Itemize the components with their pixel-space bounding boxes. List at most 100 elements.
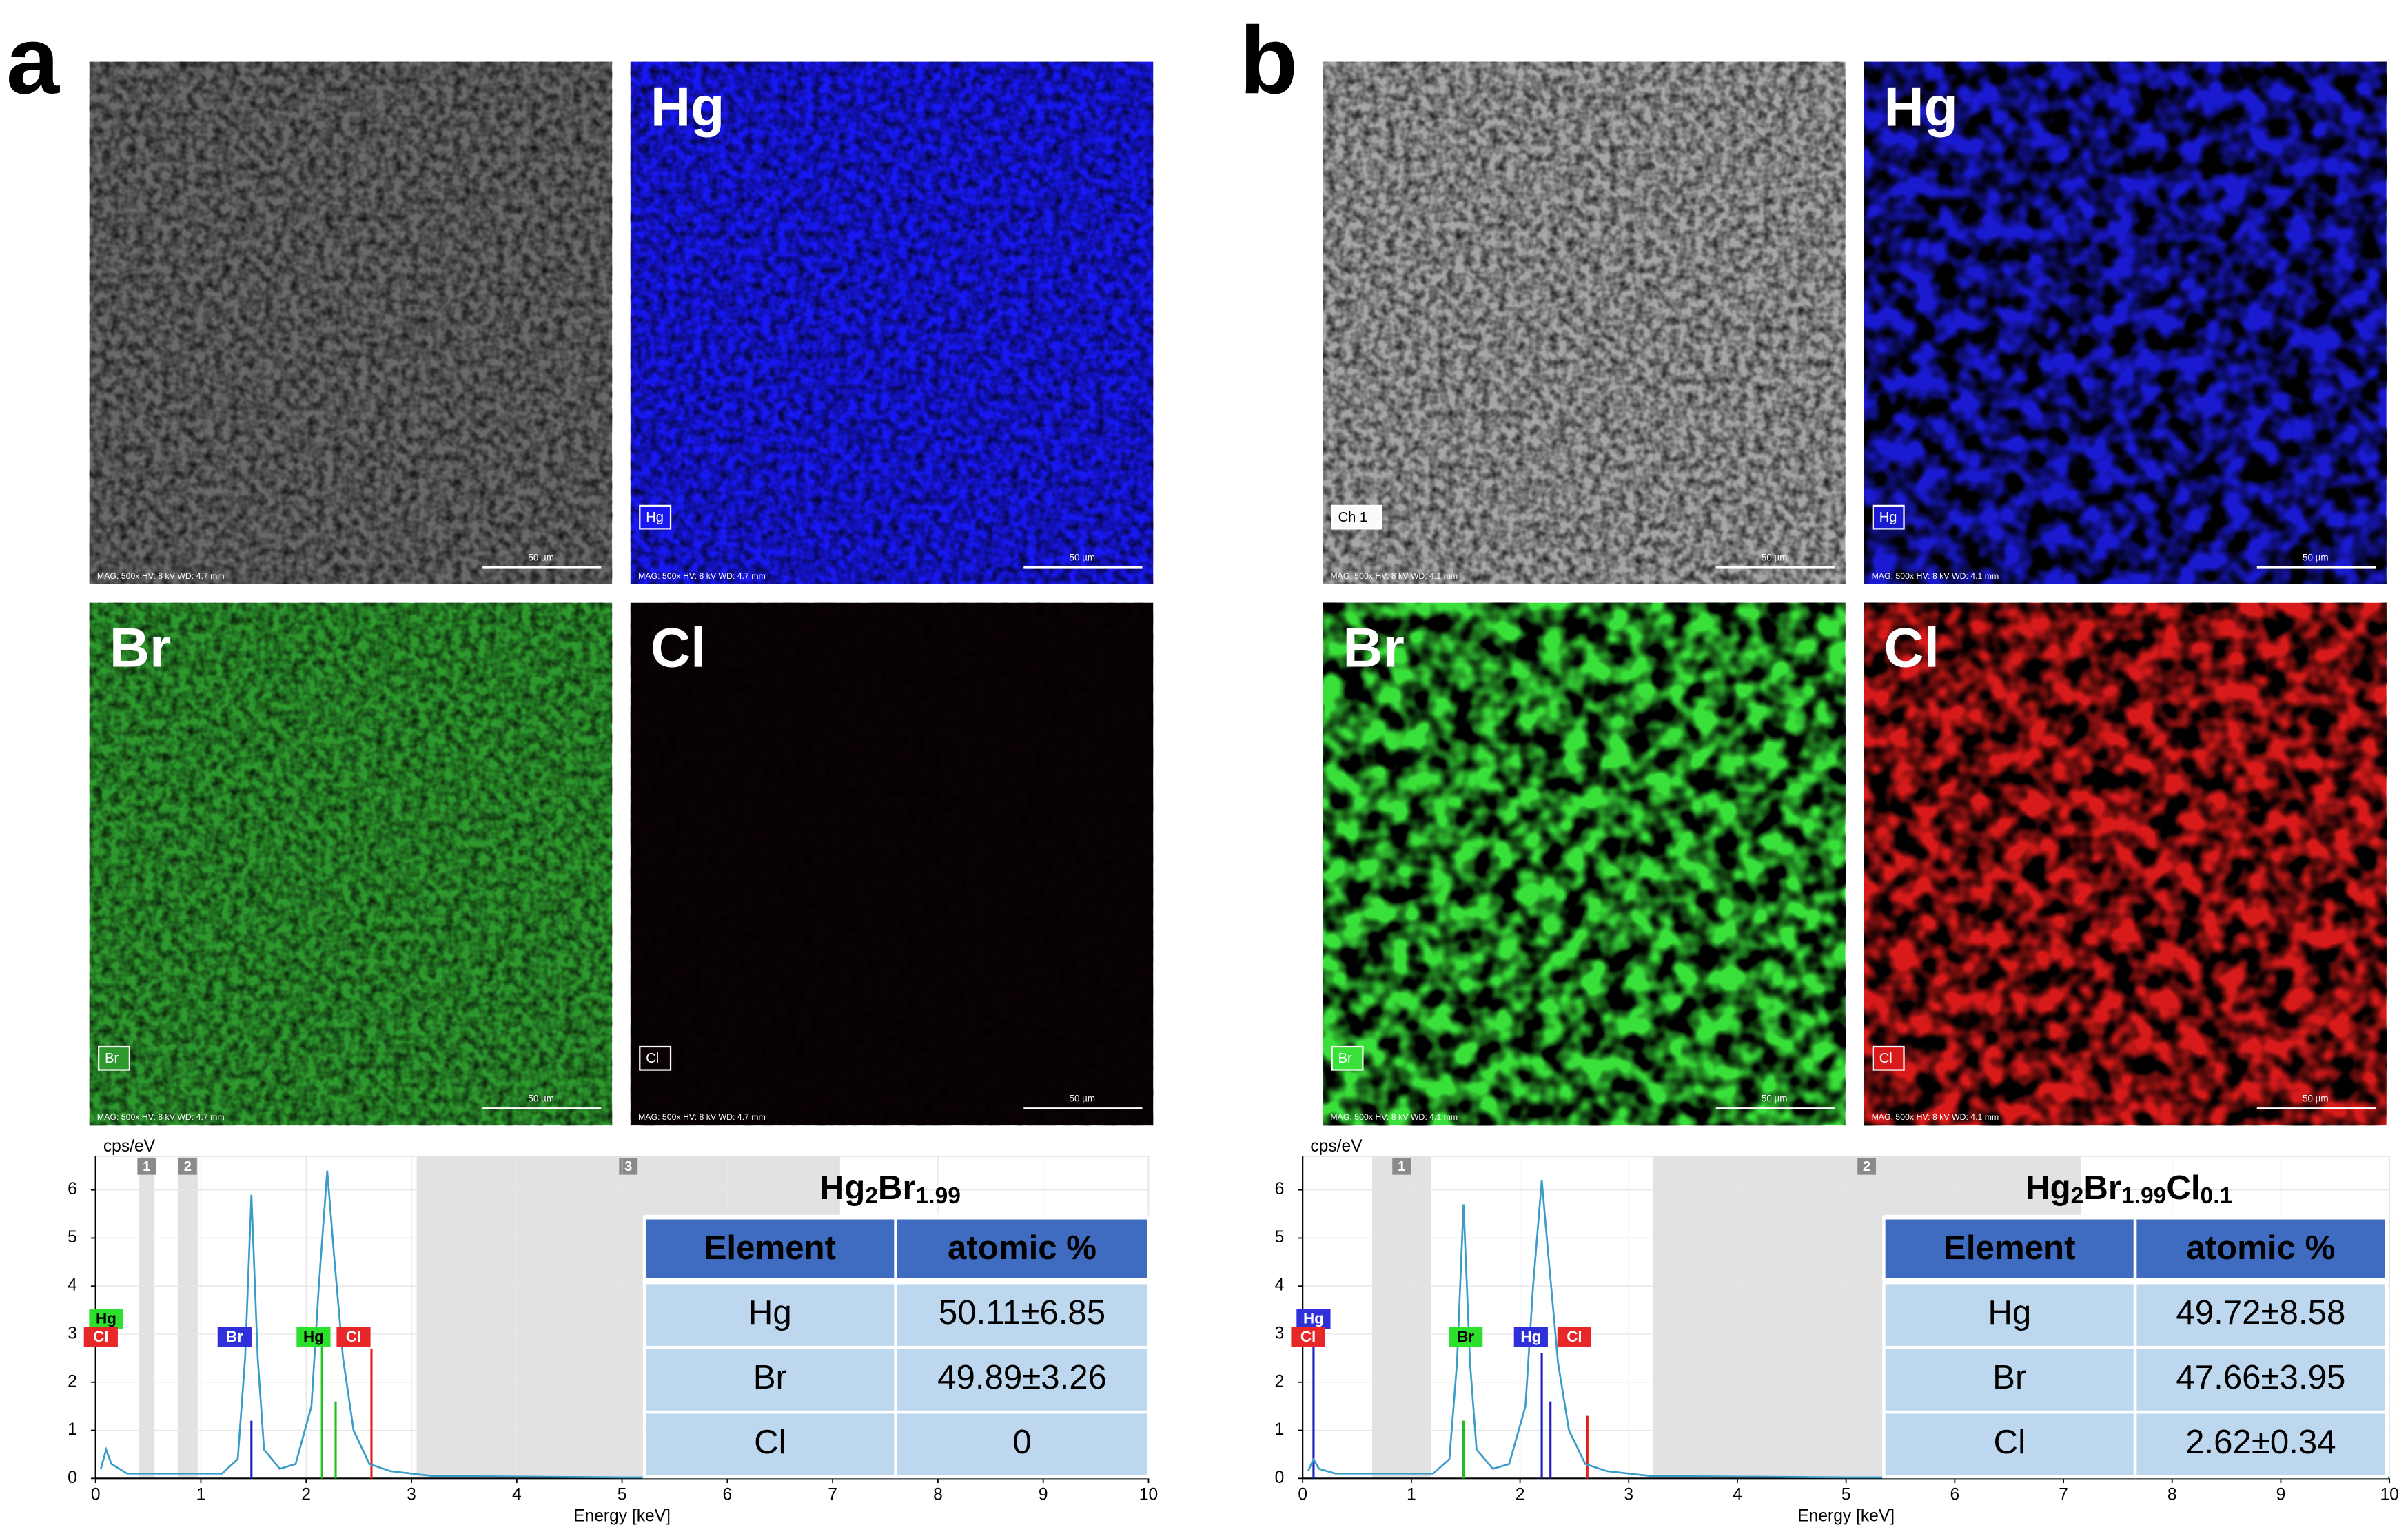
formula-element: Br	[878, 1169, 916, 1207]
table-cell: 2.62±0.34	[2185, 1423, 2336, 1461]
region-label: 2	[1863, 1159, 1870, 1174]
y-axis-label: cps/eV	[103, 1137, 156, 1156]
map-tag-box	[1872, 1045, 1905, 1071]
y-tick-label: 0	[68, 1469, 77, 1487]
map-texture	[630, 61, 1154, 584]
peak-label-box	[336, 1327, 371, 1347]
map-info: MAG: 500x HV: 8 kV WD: 4.1 mm	[1330, 1112, 1458, 1122]
map-tag-box	[639, 504, 672, 530]
formula-subscript: 0.1	[2201, 1183, 2233, 1209]
x-tick-label: 7	[2059, 1485, 2068, 1504]
peak-label-box	[1449, 1327, 1483, 1347]
map-info: MAG: 500x HV: 8 kV WD: 4.1 mm	[1872, 1112, 1999, 1122]
peak-label: Hg	[303, 1328, 324, 1345]
table-cell: 0	[1012, 1423, 1031, 1461]
region-label-box	[1392, 1158, 1411, 1175]
peak-label: Cl	[346, 1328, 361, 1345]
table-cell-bg	[1882, 1345, 2137, 1414]
map-texture	[89, 602, 613, 1126]
table-cell: Br	[1992, 1358, 2026, 1396]
table-cell: Hg	[748, 1293, 792, 1331]
y-tick-label: 4	[68, 1276, 77, 1295]
x-tick-label: 7	[828, 1485, 837, 1504]
y-tick-label: 2	[1275, 1372, 1285, 1391]
table-cell-bg	[894, 1345, 1150, 1414]
table-header: Element	[1943, 1229, 2075, 1267]
x-axis-label: Energy [keV]	[1797, 1507, 1895, 1526]
region-band	[177, 1156, 198, 1479]
table-cell-bg	[2133, 1345, 2388, 1414]
x-tick-label: 6	[1950, 1485, 1960, 1504]
x-tick-label: 2	[1516, 1485, 1525, 1504]
map-info: MAG: 500x HV: 8 kV WD: 4.7 mm	[638, 1112, 766, 1122]
table-cell: 50.11±6.85	[939, 1293, 1105, 1331]
scale-label: 50 µm	[1070, 1094, 1096, 1104]
table-header-cell	[1882, 1216, 2137, 1281]
x-tick-label: 8	[933, 1485, 943, 1504]
peak-label-box	[1296, 1309, 1331, 1329]
region-band	[139, 1156, 155, 1479]
x-tick-label: 8	[2167, 1485, 2177, 1504]
map-texture	[1864, 602, 2387, 1126]
peak-label: Br	[226, 1328, 243, 1345]
peak-label-box	[217, 1327, 252, 1347]
y-tick-label: 1	[68, 1420, 77, 1439]
peak-label: Cl	[93, 1328, 108, 1345]
table-cell: Cl	[1994, 1423, 2026, 1461]
y-tick-label: 3	[1275, 1324, 1285, 1342]
peak-label: Cl	[1567, 1328, 1582, 1345]
region-label: 2	[184, 1159, 192, 1174]
table-cell: Cl	[754, 1423, 786, 1461]
map-tag: Br	[105, 1051, 119, 1066]
scale-label: 50 µm	[1762, 1094, 1788, 1104]
region-label: 3	[624, 1159, 632, 1174]
x-tick-label: 9	[2276, 1485, 2286, 1504]
spectrum-curve	[100, 1170, 1149, 1479]
region-label: 1	[1398, 1159, 1405, 1174]
x-tick-label: 10	[1139, 1485, 1158, 1504]
map-title: Cl	[651, 617, 706, 679]
y-tick-label: 3	[68, 1324, 77, 1342]
map-texture	[1323, 61, 1846, 584]
map-texture	[89, 61, 613, 584]
map-tag-box	[1331, 504, 1382, 530]
x-tick-label: 5	[618, 1485, 627, 1504]
map-info: MAG: 500x HV: 8 kV WD: 4.7 mm	[638, 571, 766, 581]
map-texture	[630, 602, 1154, 1126]
scale-label: 50 µm	[1070, 552, 1096, 562]
x-tick-label: 6	[723, 1485, 733, 1504]
peak-label-box	[89, 1309, 123, 1329]
map-title: Hg	[1884, 76, 1957, 138]
x-tick-label: 1	[1407, 1485, 1416, 1504]
map-tag: Cl	[1879, 1051, 1892, 1066]
table-cell-bg	[1882, 1280, 2137, 1349]
map-texture	[1864, 61, 2387, 584]
peak-label-box	[296, 1327, 331, 1347]
map-info: MAG: 500x HV: 8 kV WD: 4.1 mm	[1872, 571, 1999, 581]
region-label-box	[137, 1158, 156, 1175]
x-tick-label: 9	[1039, 1485, 1048, 1504]
x-tick-label: 0	[1298, 1485, 1307, 1504]
formula-element: Hg	[820, 1169, 866, 1207]
x-tick-label: 4	[512, 1485, 522, 1504]
y-tick-label: 2	[68, 1372, 77, 1391]
formula-element: Hg	[2026, 1169, 2071, 1207]
y-tick-label: 4	[1275, 1276, 1285, 1295]
panel-label: a	[6, 7, 60, 114]
x-tick-label: 5	[1841, 1485, 1851, 1504]
region-band	[1372, 1156, 1431, 1479]
formula-subscript: 2	[2071, 1183, 2084, 1209]
x-tick-label: 1	[196, 1485, 206, 1504]
map-title: Br	[1343, 617, 1404, 679]
peak-label: Hg	[1520, 1328, 1541, 1345]
table-cell: Hg	[1988, 1293, 2031, 1331]
peak-label: Hg	[1303, 1310, 1324, 1327]
x-tick-label: 0	[91, 1485, 101, 1504]
table-header-cell	[894, 1216, 1150, 1281]
map-title: Br	[110, 617, 171, 679]
map-title: Cl	[1884, 617, 1939, 679]
y-tick-label: 0	[1275, 1469, 1285, 1487]
table-header: atomic %	[2186, 1229, 2335, 1267]
